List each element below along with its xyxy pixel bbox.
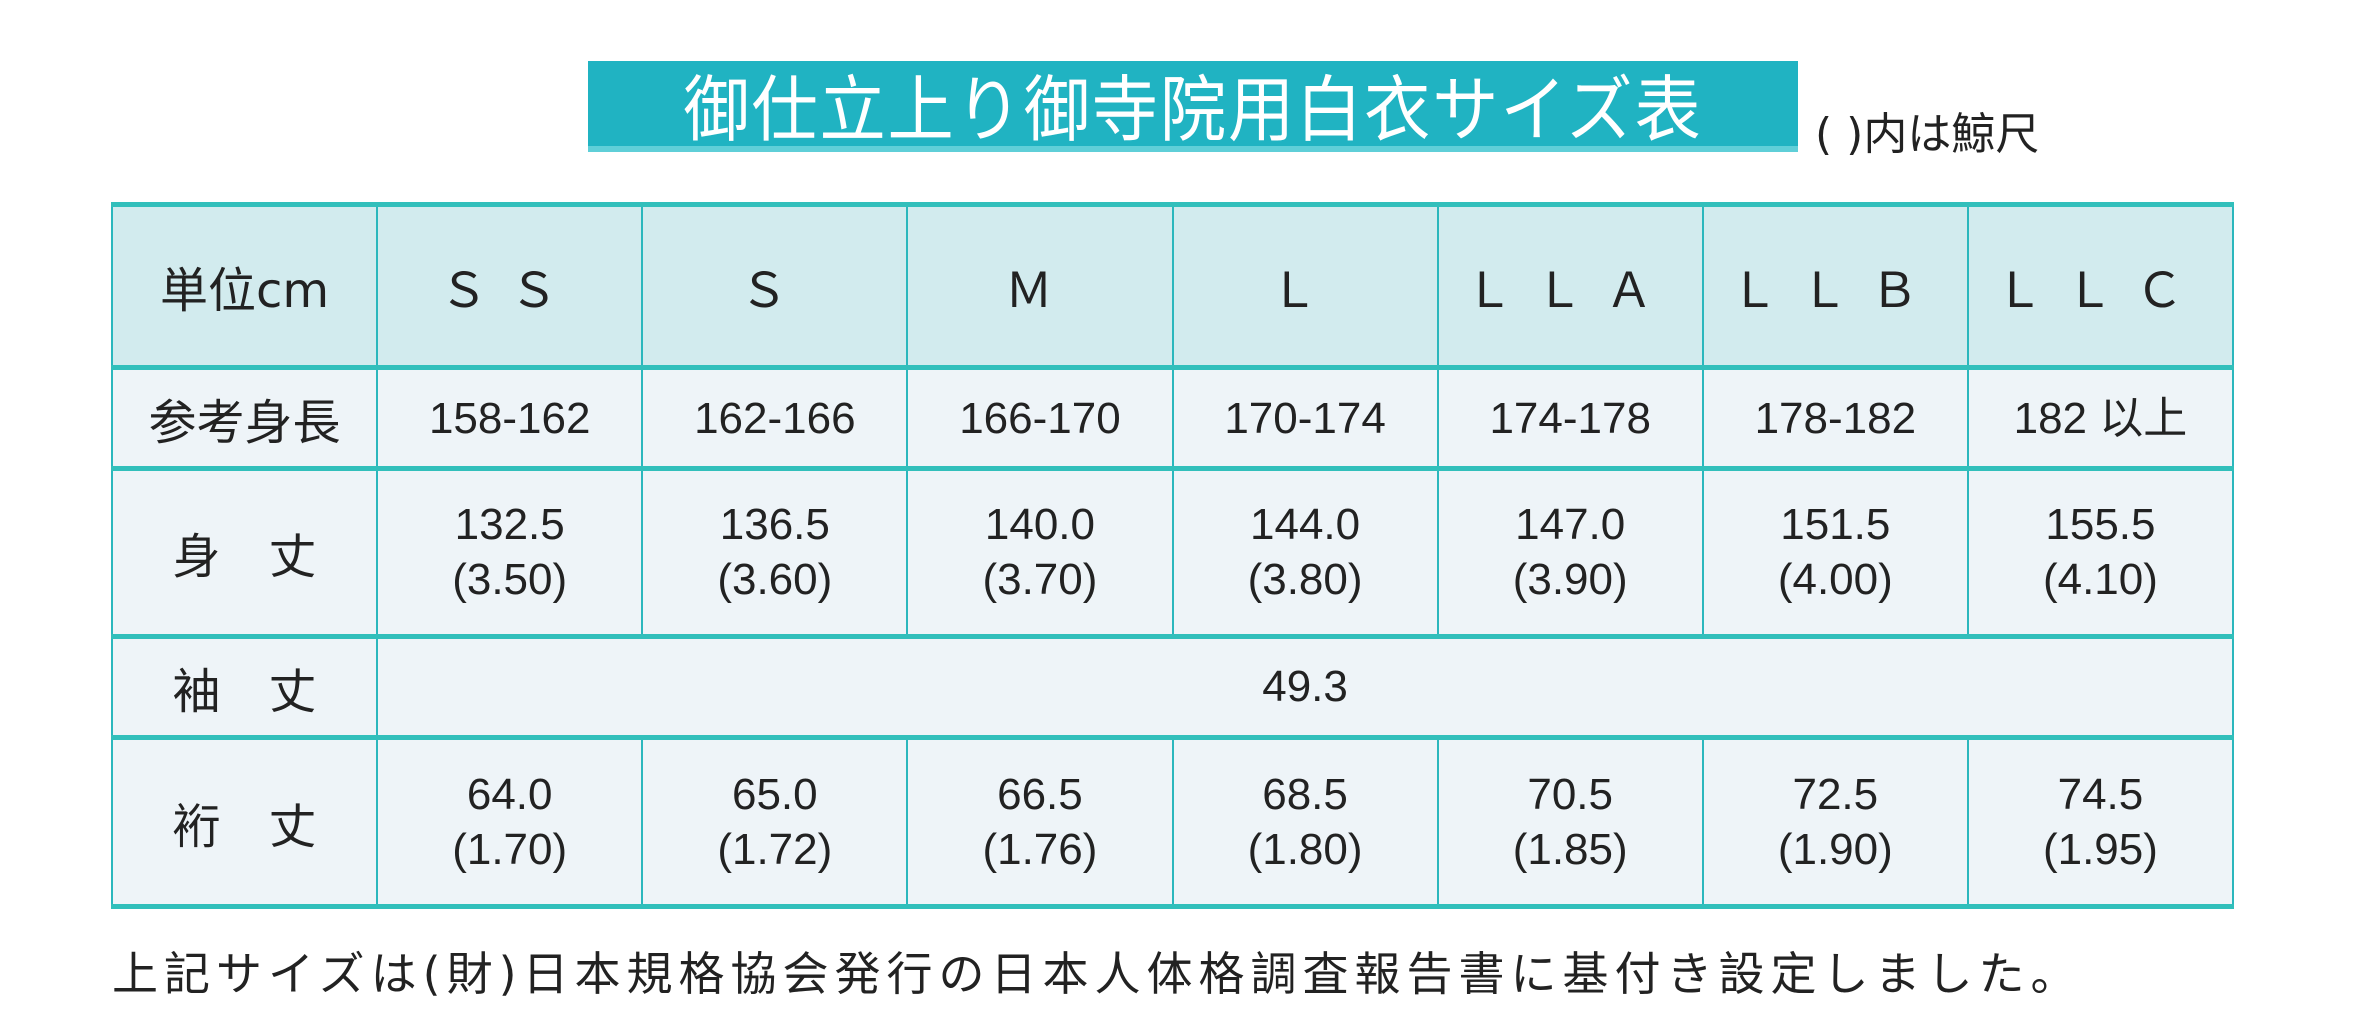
row-label: 参考身長 bbox=[110, 365, 379, 471]
kujira-value: (4.00) bbox=[1777, 555, 1893, 605]
kujira-value: (3.70) bbox=[982, 555, 1098, 605]
measure-cell: 151.5 (4.00) bbox=[1701, 465, 1969, 640]
measure-cell: 66.5 (1.76) bbox=[906, 734, 1174, 910]
measure-cell: 65.0 (1.72) bbox=[641, 734, 909, 910]
height-cell: 162-166 bbox=[641, 365, 909, 471]
measure-cell: 132.5 (3.50) bbox=[376, 465, 644, 640]
measure-cell: 64.0 (1.70) bbox=[376, 734, 644, 910]
size-header: Ｓ bbox=[641, 201, 909, 371]
size-table: 単位cm ＳＳ Ｓ Ｍ Ｌ ＬＬＡ ＬＬＢ ＬＬＣ 参考身長 158-162 162-166 166… bbox=[110, 201, 2235, 910]
height-cell: 170-174 bbox=[1171, 365, 1439, 471]
height-cell: 174-178 bbox=[1436, 365, 1704, 471]
measure-cell: 136.5 (3.60) bbox=[641, 465, 909, 640]
cm-value: 65.0 bbox=[731, 769, 818, 819]
measure-cell: 70.5 (1.85) bbox=[1436, 734, 1704, 910]
kujira-value: (1.76) bbox=[982, 824, 1098, 874]
size-header: ＬＬＢ bbox=[1701, 201, 1969, 371]
yuki-row: 裄 丈 64.0 (1.70) 65.0 (1.72) 66.5 (1.76) 68.5 (1.… bbox=[110, 734, 2235, 910]
kujira-value: (3.50) bbox=[452, 555, 568, 605]
height-cell: 158-162 bbox=[376, 365, 644, 471]
measure-cell: 68.5 (1.80) bbox=[1171, 734, 1439, 910]
title-banner: 御仕立上り御寺院用白衣サイズ表 bbox=[588, 61, 1798, 152]
size-header: ＬＬＣ bbox=[1966, 201, 2235, 371]
cm-value: 151.5 bbox=[1780, 500, 1891, 550]
kujira-value: (3.90) bbox=[1512, 555, 1628, 605]
measure-cell: 74.5 (1.95) bbox=[1966, 734, 2235, 910]
cm-value: 68.5 bbox=[1262, 769, 1348, 819]
body-length-row: 身 丈 132.5 (3.50) 136.5 (3.60) 140.0 (3.70) 144.… bbox=[110, 465, 2235, 640]
unit-header: 単位cm bbox=[110, 201, 379, 371]
kujira-value: (3.60) bbox=[717, 555, 833, 605]
cm-value: 64.0 bbox=[466, 769, 553, 819]
cm-value: 147.0 bbox=[1515, 500, 1626, 550]
header-row: 単位cm ＳＳ Ｓ Ｍ Ｌ ＬＬＡ ＬＬＢ ＬＬＣ bbox=[110, 201, 2235, 371]
kujira-value: (1.90) bbox=[1777, 824, 1893, 874]
sleeve-length-value: 49.3 bbox=[376, 634, 2234, 740]
size-header: Ｌ bbox=[1171, 201, 1439, 371]
kujira-value: (1.70) bbox=[452, 824, 568, 874]
kujira-value: (1.72) bbox=[717, 824, 833, 874]
cm-value: 66.5 bbox=[997, 769, 1083, 819]
size-header: ＬＬＡ bbox=[1436, 201, 1704, 371]
cm-value: 136.5 bbox=[719, 500, 830, 550]
measure-cell: 72.5 (1.90) bbox=[1701, 734, 1969, 910]
measure-cell: 147.0 (3.90) bbox=[1436, 465, 1704, 640]
cm-value: 74.5 bbox=[2057, 769, 2144, 819]
size-header: Ｍ bbox=[906, 201, 1174, 371]
kujira-value: (1.85) bbox=[1512, 824, 1628, 874]
cm-value: 132.5 bbox=[454, 500, 565, 550]
row-label: 裄 丈 bbox=[110, 734, 379, 910]
kujira-value: (1.80) bbox=[1247, 824, 1363, 874]
footnote: 上記サイズは(財)日本規格協会発行の日本人体格調査報告書に基付き設定しました。 bbox=[112, 947, 2083, 1001]
page-title: 御仕立上り御寺院用白衣サイズ表 bbox=[683, 68, 1703, 152]
cm-value: 72.5 bbox=[1792, 769, 1879, 819]
kujira-value: (4.10) bbox=[2042, 555, 2158, 605]
kujira-value: (3.80) bbox=[1247, 555, 1363, 605]
cm-value: 70.5 bbox=[1527, 769, 1613, 819]
measure-cell: 155.5 (4.10) bbox=[1966, 465, 2235, 640]
reference-height-row: 参考身長 158-162 162-166 166-170 170-174 174-178 1… bbox=[110, 365, 2235, 471]
unit-note: ( )内は鯨尺 bbox=[1815, 109, 2040, 160]
height-cell: 182 以上 bbox=[1966, 365, 2235, 471]
height-cell: 178-182 bbox=[1701, 365, 1969, 471]
cm-value: 155.5 bbox=[2045, 500, 2156, 550]
measure-cell: 140.0 (3.70) bbox=[906, 465, 1174, 640]
sleeve-length-row: 袖 丈 49.3 bbox=[110, 634, 2234, 740]
kujira-value: (1.95) bbox=[2042, 824, 2158, 874]
size-header: ＳＳ bbox=[376, 201, 644, 371]
row-label: 袖 丈 bbox=[110, 634, 379, 740]
cm-value: 140.0 bbox=[984, 500, 1095, 550]
row-label: 身 丈 bbox=[110, 465, 379, 640]
cm-value: 144.0 bbox=[1250, 500, 1361, 550]
height-cell: 166-170 bbox=[906, 365, 1174, 471]
measure-cell: 144.0 (3.80) bbox=[1171, 465, 1439, 640]
